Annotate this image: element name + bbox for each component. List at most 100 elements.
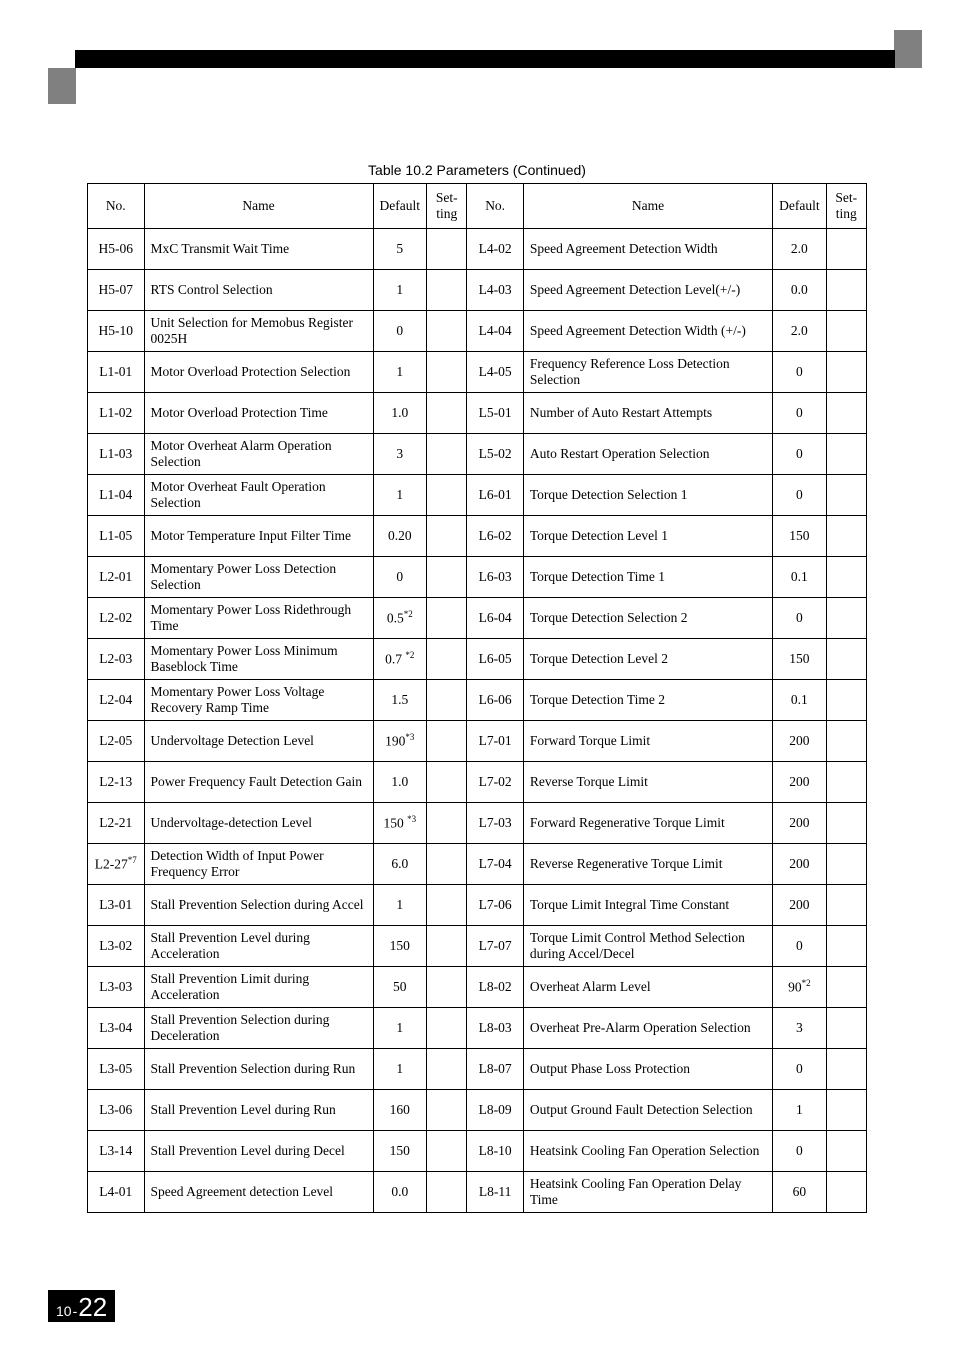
cell-setting-2 — [826, 1090, 866, 1131]
table-row: L2-01Momentary Power Loss Detection Sele… — [88, 557, 867, 598]
table-row: L1-02Motor Overload Protection Time1.0L5… — [88, 393, 867, 434]
cell-setting-2 — [826, 762, 866, 803]
parameters-table: No. Name Default Set-ting No. Name Defau… — [87, 183, 867, 1213]
cell-name-2: Reverse Regenerative Torque Limit — [523, 844, 772, 885]
cell-setting-2 — [826, 475, 866, 516]
cell-no-1: L2-05 — [88, 721, 145, 762]
cell-no-2: L6-05 — [467, 639, 524, 680]
cell-setting-1 — [427, 557, 467, 598]
cell-default-2: 0.0 — [773, 270, 826, 311]
cell-name-1: Motor Overload Protection Selection — [144, 352, 373, 393]
cell-default-2: 1 — [773, 1090, 826, 1131]
cell-default-1: 0.20 — [373, 516, 426, 557]
cell-default-1: 5 — [373, 229, 426, 270]
table-row: L1-05Motor Temperature Input Filter Time… — [88, 516, 867, 557]
cell-setting-1 — [427, 516, 467, 557]
cell-no-1: H5-10 — [88, 311, 145, 352]
cell-no-2: L7-07 — [467, 926, 524, 967]
cell-setting-2 — [826, 844, 866, 885]
cell-default-2: 60 — [773, 1172, 826, 1213]
cell-default-2: 0 — [773, 1049, 826, 1090]
cell-name-1: Stall Prevention Level during Decel — [144, 1131, 373, 1172]
table-row: L3-06Stall Prevention Level during Run16… — [88, 1090, 867, 1131]
cell-name-2: Overheat Alarm Level — [523, 967, 772, 1008]
cell-setting-2 — [826, 680, 866, 721]
cell-setting-2 — [826, 803, 866, 844]
cell-no-1: L2-13 — [88, 762, 145, 803]
cell-name-1: Stall Prevention Level during Accelerati… — [144, 926, 373, 967]
table-row: L2-05Undervoltage Detection Level190*3L7… — [88, 721, 867, 762]
cell-default-1: 0.0 — [373, 1172, 426, 1213]
cell-setting-1 — [427, 598, 467, 639]
cell-name-2: Speed Agreement Detection Level(+/-) — [523, 270, 772, 311]
cell-no-2: L7-01 — [467, 721, 524, 762]
cell-setting-2 — [826, 557, 866, 598]
cell-default-1: 1 — [373, 352, 426, 393]
cell-no-1: L1-04 — [88, 475, 145, 516]
cell-name-1: Detection Width of Input Power Frequency… — [144, 844, 373, 885]
table-header-row: No. Name Default Set-ting No. Name Defau… — [88, 184, 867, 229]
cell-setting-1 — [427, 1172, 467, 1213]
cell-name-1: Motor Overheat Fault Operation Selection — [144, 475, 373, 516]
cell-default-2: 150 — [773, 516, 826, 557]
cell-default-2: 0.1 — [773, 557, 826, 598]
cell-default-2: 0 — [773, 434, 826, 475]
cell-default-1: 0 — [373, 311, 426, 352]
cell-default-1: 150 — [373, 926, 426, 967]
cell-no-1: L1-05 — [88, 516, 145, 557]
cell-no-2: L8-11 — [467, 1172, 524, 1213]
cell-default-1: 150 — [373, 1131, 426, 1172]
header-setting-1: Set-ting — [427, 184, 467, 229]
cell-setting-2 — [826, 229, 866, 270]
cell-setting-1 — [427, 1090, 467, 1131]
cell-default-2: 2.0 — [773, 311, 826, 352]
cell-no-1: L2-27*7 — [88, 844, 145, 885]
cell-no-2: L8-02 — [467, 967, 524, 1008]
cell-default-1: 0 — [373, 557, 426, 598]
cell-no-2: L7-02 — [467, 762, 524, 803]
header-no-2: No. — [467, 184, 524, 229]
cell-default-1: 1 — [373, 1049, 426, 1090]
cell-name-2: Torque Detection Time 1 — [523, 557, 772, 598]
cell-name-1: Speed Agreement detection Level — [144, 1172, 373, 1213]
cell-setting-1 — [427, 434, 467, 475]
cell-no-2: L7-06 — [467, 885, 524, 926]
cell-no-1: L3-03 — [88, 967, 145, 1008]
cell-name-2: Frequency Reference Loss Detection Selec… — [523, 352, 772, 393]
header-left-decoration — [48, 68, 76, 104]
cell-default-1: 150 *3 — [373, 803, 426, 844]
cell-setting-1 — [427, 1008, 467, 1049]
cell-no-2: L4-02 — [467, 229, 524, 270]
cell-default-2: 200 — [773, 885, 826, 926]
cell-no-1: L3-14 — [88, 1131, 145, 1172]
cell-no-1: L3-06 — [88, 1090, 145, 1131]
cell-no-1: L2-02 — [88, 598, 145, 639]
cell-default-1: 3 — [373, 434, 426, 475]
cell-setting-1 — [427, 926, 467, 967]
cell-setting-1 — [427, 229, 467, 270]
cell-no-1: L3-04 — [88, 1008, 145, 1049]
cell-name-1: Momentary Power Loss Ridethrough Time — [144, 598, 373, 639]
cell-default-2: 0 — [773, 598, 826, 639]
cell-name-1: Momentary Power Loss Minimum Baseblock T… — [144, 639, 373, 680]
cell-default-1: 190*3 — [373, 721, 426, 762]
cell-name-1: Power Frequency Fault Detection Gain — [144, 762, 373, 803]
cell-name-1: MxC Transmit Wait Time — [144, 229, 373, 270]
page-dash: - — [73, 1303, 78, 1319]
cell-default-2: 0 — [773, 1131, 826, 1172]
table-row: H5-06MxC Transmit Wait Time5L4-02Speed A… — [88, 229, 867, 270]
cell-setting-1 — [427, 885, 467, 926]
cell-setting-1 — [427, 721, 467, 762]
cell-no-2: L7-04 — [467, 844, 524, 885]
cell-default-1: 1 — [373, 1008, 426, 1049]
table-caption: Table 10.2 Parameters (Continued) — [0, 162, 954, 178]
chapter-number: 10 — [56, 1303, 72, 1319]
cell-default-2: 0 — [773, 926, 826, 967]
cell-no-1: L4-01 — [88, 1172, 145, 1213]
cell-name-2: Forward Torque Limit — [523, 721, 772, 762]
cell-name-1: RTS Control Selection — [144, 270, 373, 311]
cell-default-2: 0 — [773, 352, 826, 393]
cell-no-2: L8-03 — [467, 1008, 524, 1049]
cell-no-1: H5-07 — [88, 270, 145, 311]
cell-setting-1 — [427, 475, 467, 516]
